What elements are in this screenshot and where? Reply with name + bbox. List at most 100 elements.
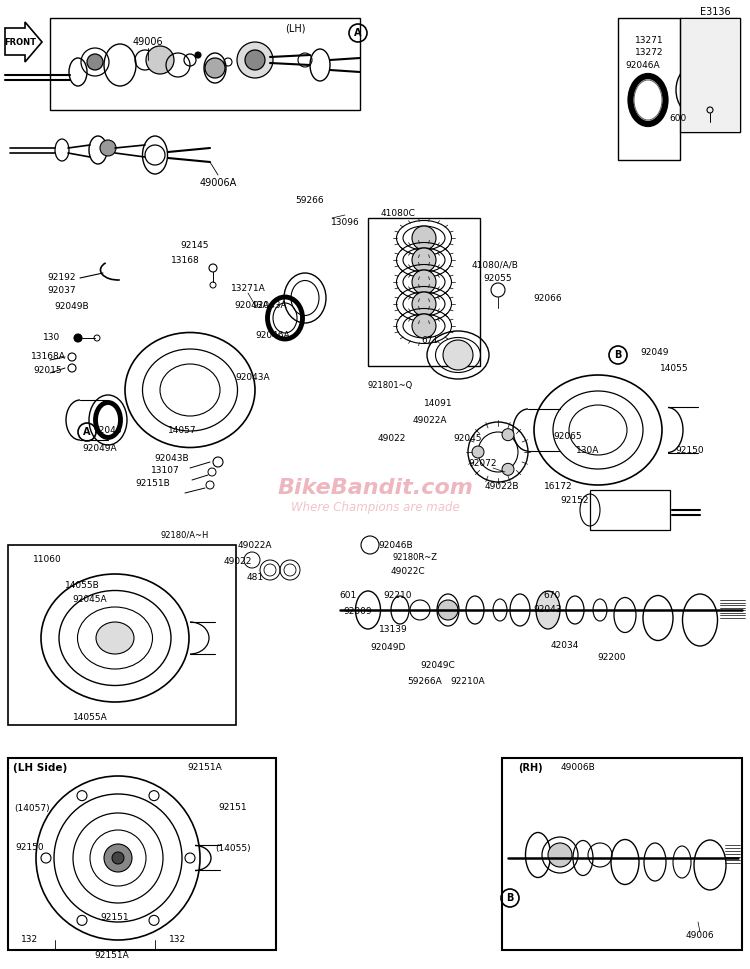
- Text: 130A: 130A: [576, 446, 600, 454]
- Circle shape: [100, 140, 116, 156]
- Text: 92151B: 92151B: [136, 479, 170, 487]
- Text: 41080C: 41080C: [380, 208, 416, 217]
- Circle shape: [502, 428, 514, 441]
- Text: 14055: 14055: [660, 363, 688, 372]
- Circle shape: [361, 536, 379, 554]
- Text: 92055: 92055: [484, 273, 512, 283]
- Text: 92152: 92152: [561, 495, 590, 505]
- Text: 92046A: 92046A: [625, 60, 660, 70]
- Circle shape: [502, 463, 514, 476]
- Circle shape: [245, 50, 265, 70]
- Text: B: B: [614, 350, 622, 360]
- Circle shape: [87, 54, 103, 70]
- Text: 49022A: 49022A: [238, 541, 272, 549]
- Text: (14055): (14055): [215, 843, 250, 853]
- Text: E3136: E3136: [700, 7, 730, 17]
- Text: 600: 600: [669, 113, 687, 122]
- Text: 92009: 92009: [344, 608, 372, 616]
- Text: 49022: 49022: [224, 557, 252, 567]
- Circle shape: [548, 843, 572, 867]
- Text: 92015: 92015: [34, 365, 62, 374]
- Text: 92150: 92150: [676, 446, 704, 454]
- Text: 132: 132: [22, 935, 38, 945]
- Text: 92151: 92151: [218, 803, 247, 812]
- Circle shape: [443, 340, 473, 370]
- Text: 13271A: 13271A: [231, 284, 266, 293]
- Text: 92066: 92066: [534, 294, 562, 302]
- Text: 92200: 92200: [598, 652, 626, 662]
- Text: 92210A: 92210A: [451, 677, 485, 686]
- Text: 13271: 13271: [635, 36, 664, 45]
- Bar: [50, 18, 360, 110]
- Circle shape: [412, 292, 436, 316]
- Text: 92049D: 92049D: [370, 643, 406, 652]
- Circle shape: [472, 446, 484, 458]
- Text: 92046A: 92046A: [256, 330, 290, 339]
- Text: 92210: 92210: [384, 590, 412, 600]
- Bar: [8, 545, 236, 725]
- Text: (LH Side): (LH Side): [13, 763, 68, 773]
- Text: (LH): (LH): [285, 23, 305, 33]
- Text: 921801~Q: 921801~Q: [368, 381, 413, 390]
- Text: 49006B: 49006B: [560, 764, 596, 772]
- Text: A: A: [83, 427, 91, 437]
- Text: 92049A: 92049A: [82, 444, 117, 453]
- Ellipse shape: [96, 622, 134, 654]
- Circle shape: [104, 844, 132, 872]
- Text: 49022B: 49022B: [484, 482, 519, 490]
- Text: 49022C: 49022C: [391, 568, 425, 577]
- Text: 92192: 92192: [48, 272, 76, 282]
- Text: 42034: 42034: [550, 641, 579, 649]
- Text: 59266: 59266: [296, 196, 324, 204]
- Text: 92043A: 92043A: [236, 372, 270, 382]
- Text: 13096: 13096: [331, 217, 359, 227]
- Text: 92049: 92049: [640, 348, 668, 357]
- Text: 671: 671: [422, 335, 439, 345]
- Text: 49022A: 49022A: [413, 416, 447, 424]
- Polygon shape: [680, 18, 740, 132]
- Text: 92046B: 92046B: [378, 541, 412, 549]
- Text: A: A: [354, 28, 362, 38]
- Text: 92043A: 92043A: [235, 300, 269, 309]
- Text: 92045A: 92045A: [73, 596, 107, 605]
- Text: 92046: 92046: [94, 425, 122, 434]
- Text: 92065: 92065: [554, 431, 582, 441]
- Circle shape: [412, 248, 436, 272]
- Circle shape: [195, 52, 201, 58]
- Polygon shape: [5, 22, 42, 62]
- Text: 14055A: 14055A: [73, 712, 107, 722]
- Text: 132: 132: [170, 935, 187, 945]
- Circle shape: [205, 58, 225, 78]
- Text: 49006: 49006: [686, 931, 714, 941]
- Text: 92145: 92145: [181, 240, 209, 249]
- Text: 92180/A~H: 92180/A~H: [160, 530, 209, 540]
- Text: 92151: 92151: [100, 914, 129, 922]
- Text: 481: 481: [247, 574, 263, 582]
- Circle shape: [412, 314, 436, 338]
- Text: 41080/A/B: 41080/A/B: [472, 261, 519, 269]
- Circle shape: [74, 334, 82, 342]
- Text: 92043A: 92043A: [252, 300, 286, 309]
- Text: 59266A: 59266A: [408, 677, 442, 686]
- Text: 14055B: 14055B: [64, 580, 99, 589]
- Text: 130: 130: [44, 332, 61, 341]
- Text: 92151A: 92151A: [188, 764, 222, 772]
- Circle shape: [237, 42, 273, 78]
- Text: 49022: 49022: [378, 433, 406, 443]
- Text: 16172: 16172: [544, 482, 572, 490]
- Bar: [8, 758, 276, 950]
- Text: 13139: 13139: [379, 626, 407, 635]
- Bar: [590, 490, 670, 530]
- Text: 670: 670: [543, 590, 560, 600]
- Text: 92045: 92045: [454, 433, 482, 443]
- Circle shape: [412, 270, 436, 294]
- Text: 601: 601: [339, 590, 357, 600]
- Text: 14057: 14057: [168, 425, 196, 434]
- Text: FRONT: FRONT: [4, 38, 36, 47]
- Text: 49006A: 49006A: [200, 178, 237, 188]
- Text: 92150: 92150: [16, 843, 44, 853]
- Text: 92180R~Z: 92180R~Z: [392, 553, 437, 562]
- Text: 92151A: 92151A: [94, 951, 129, 959]
- Text: 11060: 11060: [33, 555, 62, 565]
- Text: 92037: 92037: [48, 286, 76, 295]
